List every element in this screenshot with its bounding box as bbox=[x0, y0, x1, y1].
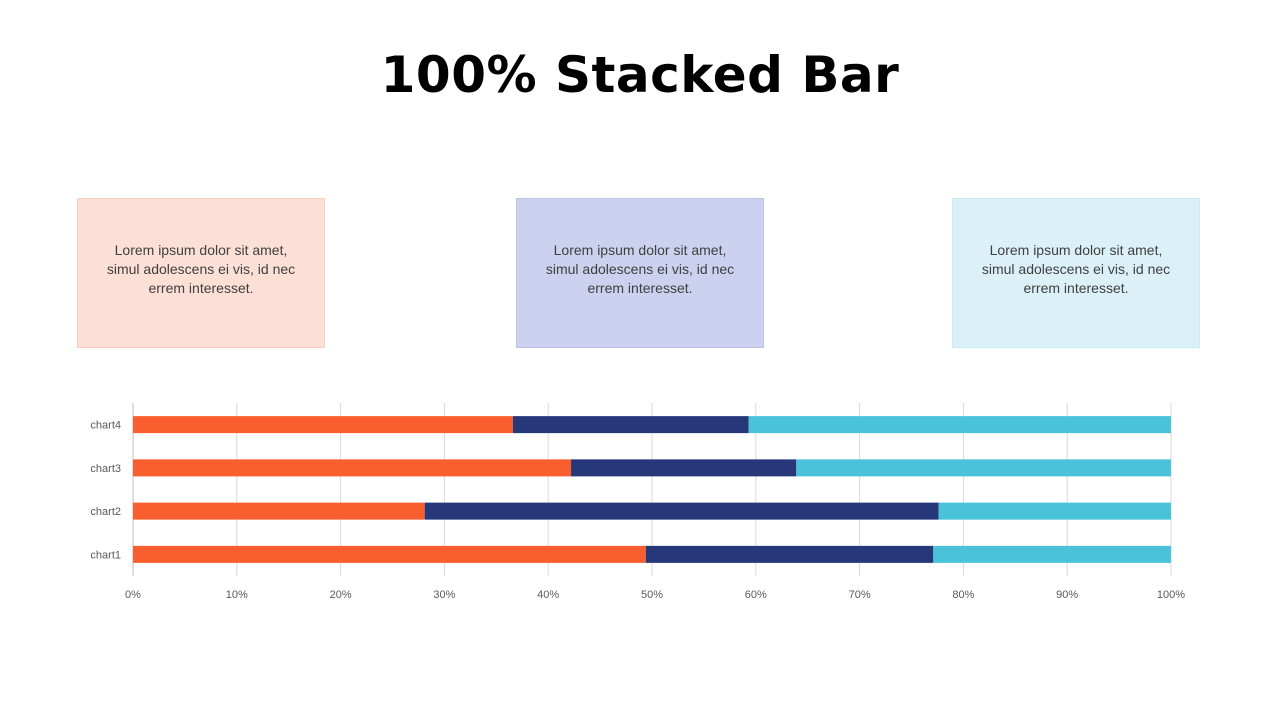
text-card-3: Lorem ipsum dolor sit amet, simul adoles… bbox=[952, 198, 1200, 348]
bar-segment bbox=[933, 545, 1171, 563]
y-tick-label: chart1 bbox=[90, 549, 121, 561]
bar-segment bbox=[748, 416, 1171, 434]
x-tick-label: 60% bbox=[745, 589, 767, 601]
y-tick-label: chart2 bbox=[90, 506, 121, 518]
bar-segment bbox=[133, 459, 572, 477]
text-card-2-text: Lorem ipsum dolor sit amet, simul adoles… bbox=[545, 241, 735, 296]
text-card-1-text: Lorem ipsum dolor sit amet, simul adoles… bbox=[106, 241, 296, 296]
x-tick-label: 100% bbox=[1157, 589, 1185, 601]
x-tick-label: 30% bbox=[433, 589, 455, 601]
x-tick-label: 90% bbox=[1056, 589, 1078, 601]
text-card-1: Lorem ipsum dolor sit amet, simul adoles… bbox=[77, 198, 325, 348]
bar-segment bbox=[645, 545, 934, 563]
bar-segment bbox=[796, 459, 1171, 477]
bar-segment bbox=[938, 502, 1171, 520]
bar-segment bbox=[133, 545, 646, 563]
text-card-3-text: Lorem ipsum dolor sit amet, simul adoles… bbox=[981, 241, 1171, 296]
bar-segment bbox=[133, 502, 425, 520]
text-card-2: Lorem ipsum dolor sit amet, simul adoles… bbox=[516, 198, 764, 348]
y-tick-label: chart3 bbox=[90, 463, 121, 475]
bar-segment bbox=[424, 502, 939, 520]
x-tick-label: 70% bbox=[849, 589, 871, 601]
x-tick-label: 40% bbox=[537, 589, 559, 601]
bar-segment bbox=[133, 416, 513, 434]
x-tick-label: 50% bbox=[641, 589, 663, 601]
y-tick-label: chart4 bbox=[90, 420, 121, 432]
bar-segment bbox=[571, 459, 797, 477]
x-tick-label: 0% bbox=[125, 589, 141, 601]
x-tick-label: 20% bbox=[330, 589, 352, 601]
x-tick-label: 10% bbox=[226, 589, 248, 601]
page-title: 100% Stacked Bar bbox=[380, 46, 900, 104]
x-tick-label: 80% bbox=[952, 589, 974, 601]
bar-segment bbox=[512, 416, 749, 434]
